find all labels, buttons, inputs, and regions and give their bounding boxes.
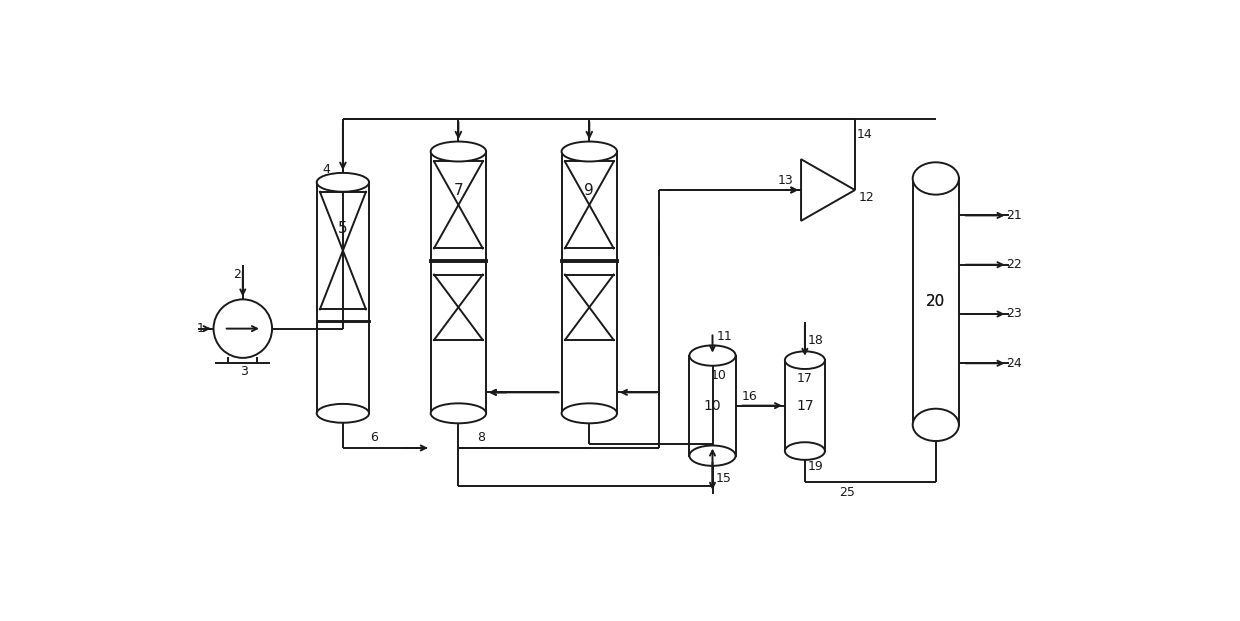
Text: 5: 5 [339, 221, 347, 236]
Ellipse shape [430, 404, 486, 424]
Bar [562, 152, 618, 414]
Text: 3: 3 [241, 365, 248, 378]
Text: 1: 1 [196, 322, 205, 335]
Bar [430, 152, 486, 414]
Text: 11: 11 [717, 330, 733, 343]
Ellipse shape [562, 142, 618, 161]
Circle shape [213, 299, 272, 358]
Ellipse shape [430, 142, 486, 161]
Bar [689, 356, 735, 456]
Text: 8: 8 [477, 431, 486, 443]
Ellipse shape [689, 345, 735, 366]
Text: 7: 7 [454, 183, 464, 198]
Ellipse shape [689, 445, 735, 466]
Ellipse shape [562, 404, 618, 424]
Bar [316, 183, 370, 414]
Text: 10: 10 [703, 399, 722, 412]
Text: 17: 17 [797, 372, 813, 385]
Text: 15: 15 [715, 472, 732, 485]
Text: 16: 16 [742, 390, 758, 403]
Text: 10: 10 [711, 369, 727, 382]
Text: 25: 25 [839, 486, 856, 499]
Text: 2: 2 [233, 268, 241, 281]
Ellipse shape [785, 442, 825, 460]
Bar [913, 178, 959, 425]
Text: 9: 9 [584, 183, 594, 198]
Text: 22: 22 [1007, 258, 1022, 271]
Ellipse shape [913, 162, 959, 194]
Text: 12: 12 [858, 191, 874, 204]
Text: 19: 19 [807, 460, 823, 473]
Ellipse shape [316, 173, 370, 192]
Text: 4: 4 [322, 163, 330, 176]
Text: 13: 13 [777, 175, 794, 188]
Bar [785, 360, 825, 451]
Ellipse shape [913, 409, 959, 441]
Text: 6: 6 [370, 431, 378, 443]
Text: 14: 14 [857, 128, 872, 141]
Text: 20: 20 [926, 294, 945, 309]
Text: 17: 17 [796, 399, 813, 412]
Text: 21: 21 [1007, 209, 1022, 222]
Text: 18: 18 [807, 335, 823, 347]
Text: 24: 24 [1007, 357, 1022, 369]
Text: 20: 20 [926, 294, 945, 309]
Polygon shape [801, 159, 854, 221]
Ellipse shape [316, 404, 370, 423]
Text: 23: 23 [1007, 307, 1022, 320]
Ellipse shape [785, 351, 825, 369]
